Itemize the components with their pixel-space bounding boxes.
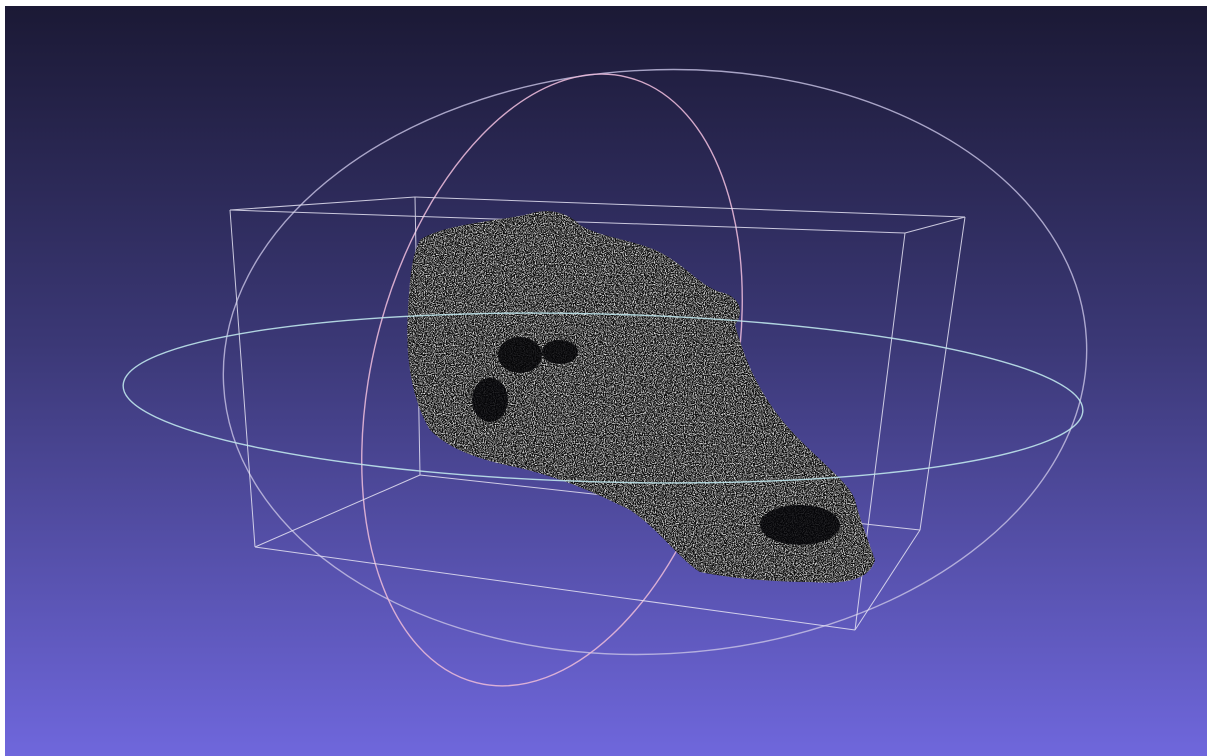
trackball-ring-z: [222, 68, 1088, 656]
trackball-ring-y: [122, 312, 1084, 484]
mesh-shading: [472, 337, 840, 545]
bounding-box: [229, 196, 966, 631]
mesh-model[interactable]: [407, 211, 875, 583]
3d-viewport[interactable]: [5, 6, 1207, 756]
